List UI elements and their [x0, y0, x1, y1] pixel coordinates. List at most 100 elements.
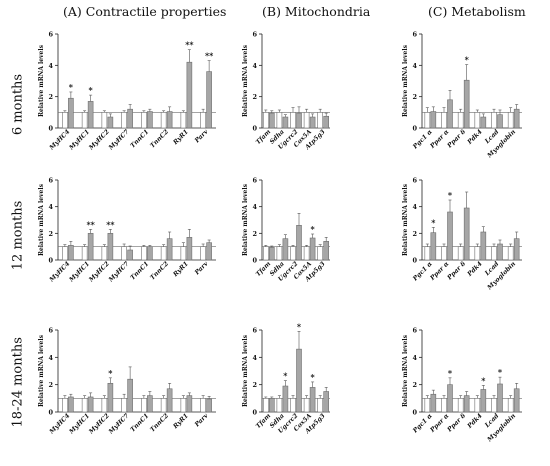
- panel-b-1-bar-treated: [309, 116, 316, 129]
- panel-c-8-bar-control: [491, 398, 497, 413]
- panel-b-1-bar-control: [303, 112, 310, 129]
- panel-a-0-category-label: Parv: [193, 128, 210, 145]
- panel-b-1-y-tick-label: 6: [252, 31, 257, 39]
- panel-b-7-bar-control: [317, 398, 324, 413]
- panel-c-8-bar-control: [424, 398, 431, 413]
- panel-a-3-y-tick-label: 0: [48, 257, 53, 265]
- panel-c-5-bar-treated: [430, 232, 437, 261]
- panel-b-7-bar-control: [303, 398, 310, 413]
- panel-a-0-significance-marker: *: [89, 85, 94, 95]
- panel-b-7-significance-marker: *: [297, 321, 302, 331]
- panel-b-1-y-axis-label: Relative mRNA levels: [242, 44, 249, 117]
- panel-c-8-category-label: Ppar δ: [445, 412, 467, 434]
- panel-c-8-bar-treated: [430, 393, 437, 413]
- panel-b-7-bar-treated: [309, 387, 316, 413]
- panel-a-6-category-label: MyHC1: [67, 412, 91, 436]
- panel-c-5-bar-control: [474, 246, 481, 261]
- column-title-c: (C) Metabolism: [428, 4, 526, 19]
- panel-b-7-bar-control: [290, 398, 296, 413]
- panel-b-4-bar-treated: [282, 238, 289, 261]
- panel-c-2-bar-treated: [497, 114, 503, 129]
- panel-c-8-significance-marker: *: [481, 375, 486, 385]
- panel-c-8-bar-treated: [463, 395, 470, 413]
- panel-b-7-y-tick-label: 6: [252, 327, 257, 335]
- panel-a-3-bar-control: [200, 246, 206, 261]
- panel-a-3-bar-treated: [87, 233, 94, 261]
- panel-a-0-bar-control: [160, 112, 167, 129]
- panel-a-3-bar-control: [101, 246, 108, 261]
- panel-a-3-y-tick-label: 6: [48, 177, 53, 185]
- panel-a-0-y-tick-label: 0: [48, 125, 53, 133]
- panel-c-8-y-tick-label: 6: [412, 327, 417, 335]
- panel-a-6-bar-control: [141, 398, 147, 413]
- panel-b-4-bar-control: [262, 246, 269, 261]
- panel-b-1-bar-control: [290, 112, 296, 129]
- panel-a-3-bar-control: [62, 246, 68, 261]
- panel-c-2-bar-treated: [430, 111, 437, 129]
- panel-b-4-y-axis-label: Relative mRNA levels: [242, 183, 249, 256]
- panel-a-3-bar-control: [180, 246, 187, 261]
- panel-a-0-category-label: TnnC2: [149, 128, 171, 150]
- panel-a-0-bar-treated: [127, 108, 133, 129]
- panel-c-2-category-label: Pdk4: [466, 128, 484, 146]
- panel-a-6-bar-treated: [206, 398, 212, 413]
- panel-c-8-bar-control: [507, 398, 514, 413]
- panel-a-6-bar-control: [62, 398, 68, 413]
- panel-a-3-bar-treated: [127, 249, 133, 261]
- panel-a-6-category-label: MyHC7: [107, 412, 131, 436]
- panel-a-0-bar-control: [101, 112, 108, 129]
- panel-b-7-y-axis-label: Relative mRNA levels: [242, 334, 249, 407]
- panel-c-2-y-tick-label: 0: [412, 125, 417, 133]
- panel-a-0-y-tick-label: 4: [48, 62, 53, 70]
- panel-c-5-bar-control: [441, 246, 447, 261]
- panel-c-5-category-label: Ppar δ: [445, 260, 467, 282]
- panel-c-8-y-tick-label: 0: [412, 409, 417, 417]
- panel-a-3-y-tick-label: 2: [48, 230, 53, 238]
- panel-b-7-bar-control: [262, 398, 269, 413]
- panel-a-6-bar-treated: [186, 395, 193, 413]
- panel-a-0-bar-control: [180, 112, 187, 129]
- panel-b-7-bar-treated: [282, 385, 289, 413]
- panel-b-4-bar-control: [276, 246, 283, 261]
- panel-a-3-category-label: MyHC1: [67, 260, 91, 284]
- panel-a-6-bar-treated: [147, 395, 153, 413]
- panel-c-2-bar-control: [507, 112, 514, 129]
- panel-c-8-significance-marker: *: [498, 367, 503, 377]
- panel-a-0-category-label: RyR1: [171, 128, 189, 146]
- panel-a-0-y-tick-label: 2: [48, 93, 53, 101]
- panel-b-1-bar-control: [276, 112, 283, 129]
- panel-b-7-y-tick-label: 4: [252, 354, 257, 362]
- panel-a-0-bar-control: [81, 112, 88, 129]
- panel-b-4-bar-treated: [309, 237, 316, 261]
- panel-b-4-category-label: Tfam: [255, 260, 273, 278]
- panel-a-3-category-label: Parv: [193, 260, 210, 277]
- panel-a-6-bar-control: [101, 398, 108, 413]
- panel-c-8-bar-control: [457, 398, 464, 413]
- panel-a-6-y-tick-label: 4: [48, 354, 53, 362]
- panel-a-3-bar-control: [141, 246, 147, 261]
- panel-a-0-y-axis-label: Relative mRNA levels: [38, 44, 45, 117]
- panel-c-8-significance-marker: *: [448, 368, 453, 378]
- panel-c-5-category-label: Pdk4: [466, 260, 484, 278]
- panel-a-0-category-label: MyHC1: [67, 128, 91, 152]
- panel-a-3-category-label: TnnC2: [149, 260, 171, 282]
- panel-b-1-y-tick-label: 4: [252, 62, 257, 70]
- panel-a-3-y-tick-label: 4: [48, 203, 53, 211]
- panel-c-5-bar-control: [491, 246, 497, 261]
- panel-a-0-y-tick-label: 6: [48, 31, 53, 39]
- panel-c-8-y-tick-label: 2: [412, 381, 417, 389]
- panel-a-0-bar-treated: [107, 116, 114, 129]
- panel-a-3-bar-treated: [68, 245, 74, 261]
- panel-b-1-bar-treated: [268, 112, 275, 129]
- column-title-b: (B) Mitochondria: [262, 4, 371, 19]
- panel-a-0-bar-treated: [166, 111, 173, 129]
- panel-a-0-bar-control: [121, 112, 127, 129]
- panel-b-1-bar-treated: [296, 112, 302, 129]
- panel-b-4-y-tick-label: 0: [252, 257, 257, 265]
- panel-a-6-significance-marker: *: [108, 368, 113, 378]
- panel-a-6-y-tick-label: 0: [48, 409, 53, 417]
- panel-b-7-y-tick-label: 2: [252, 381, 257, 389]
- panel-a-0-bar-treated: [147, 111, 153, 129]
